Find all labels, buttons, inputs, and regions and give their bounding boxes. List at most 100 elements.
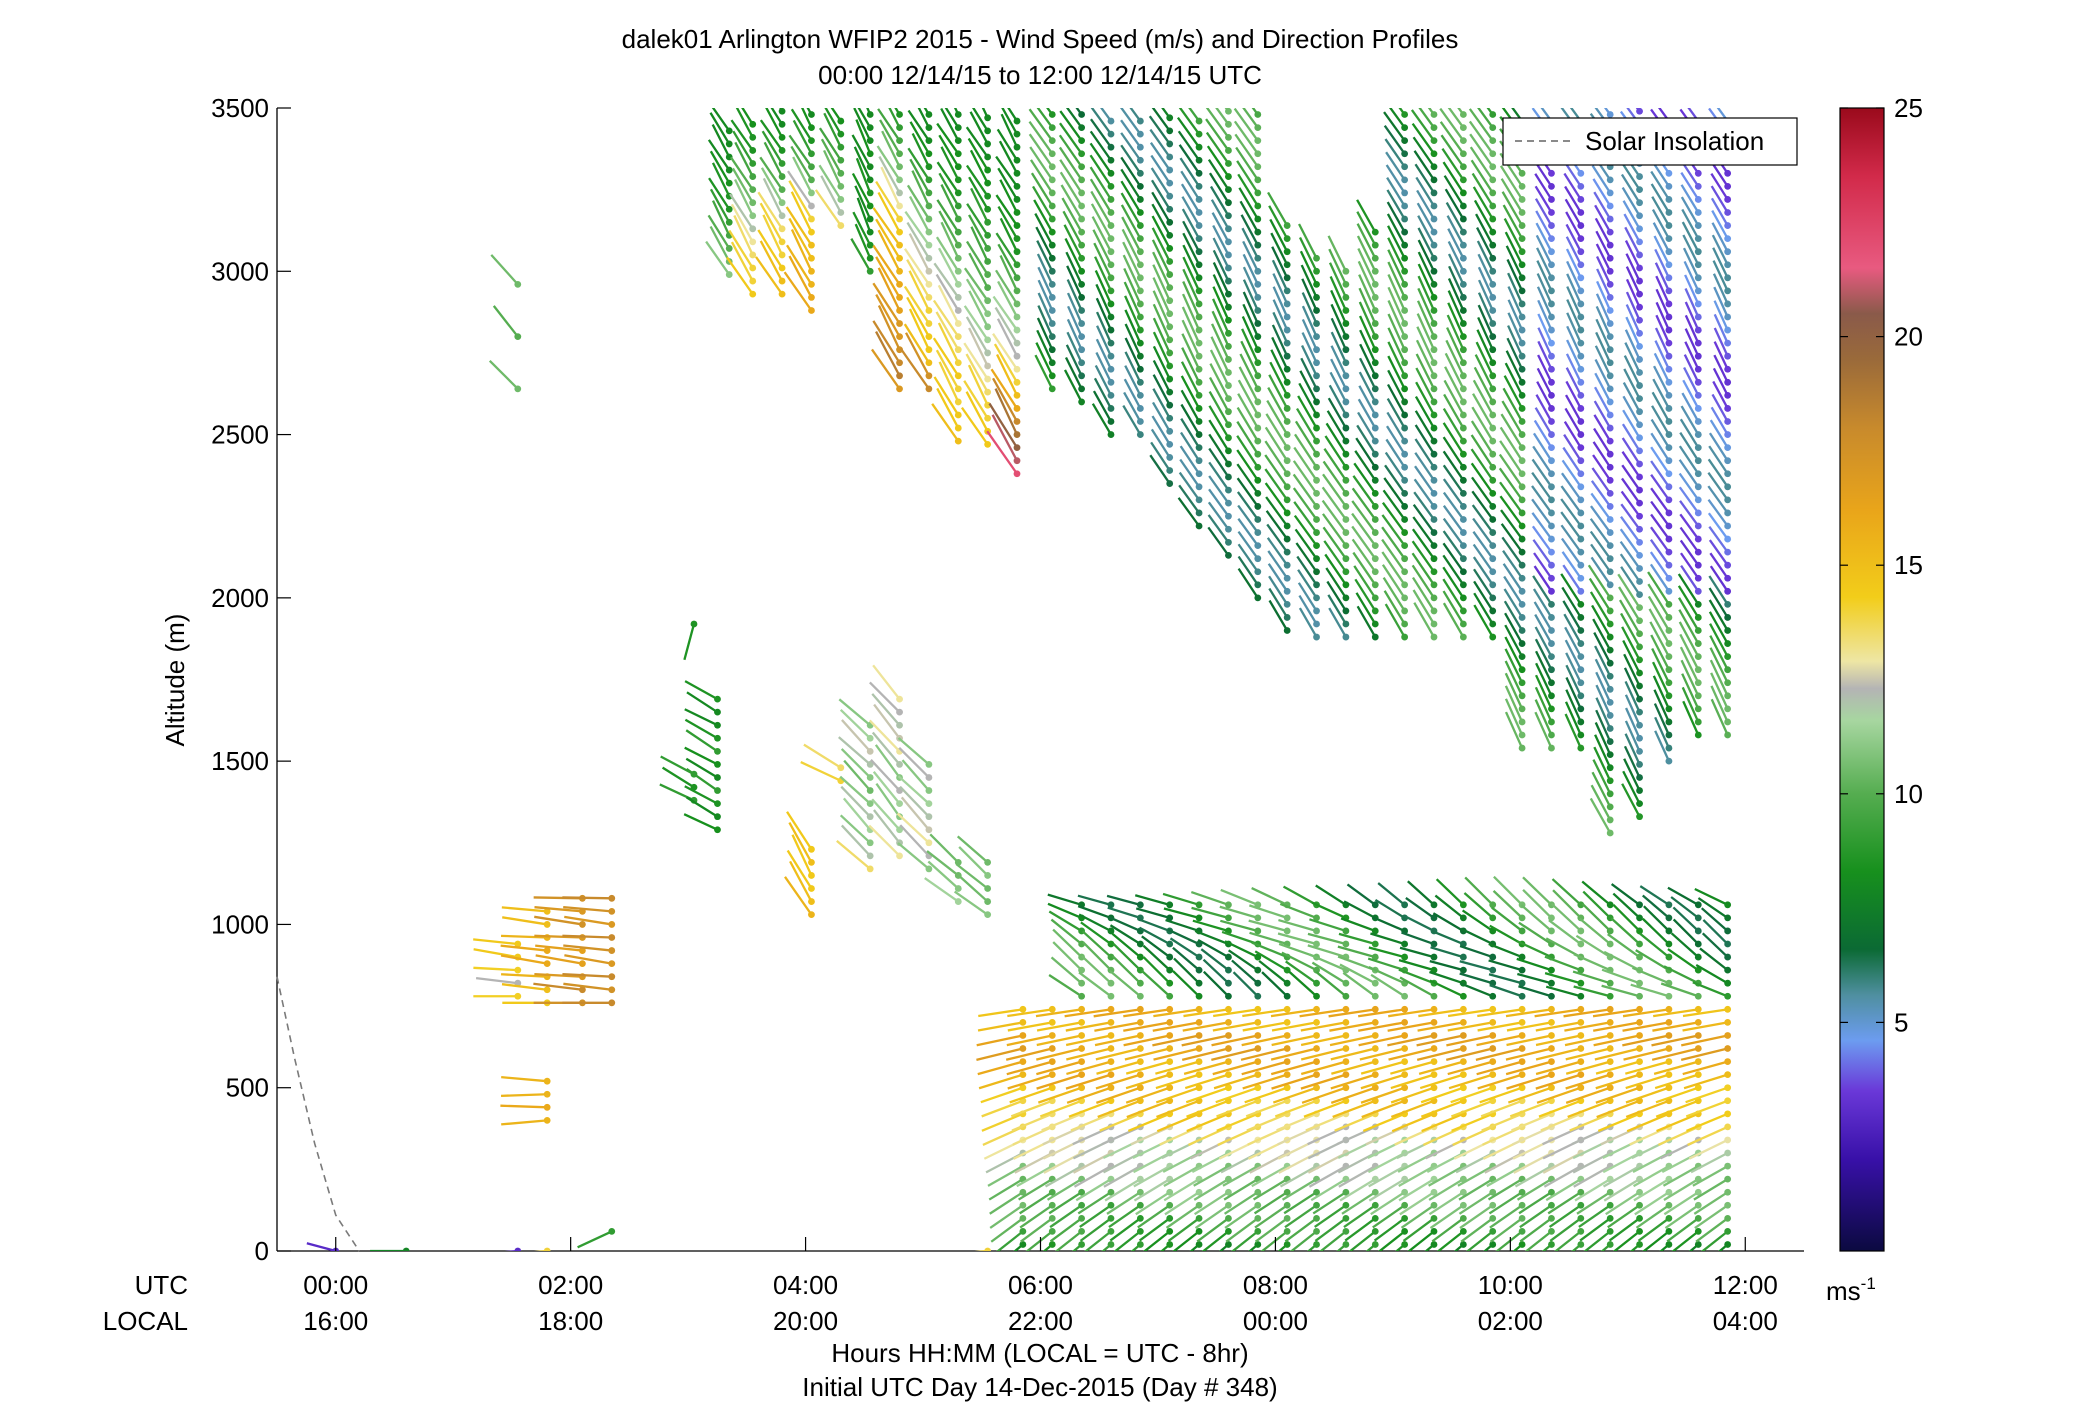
wind-barb-shaft	[1517, 972, 1552, 985]
wind-barb-point	[1371, 901, 1379, 909]
wind-barb-shaft	[1411, 122, 1435, 155]
wind-barb-shaft	[1177, 497, 1201, 527]
wind-barb-shaft	[1561, 459, 1582, 488]
wind-barb-point	[1342, 1241, 1350, 1248]
wind-barb-point	[1724, 666, 1732, 674]
wind-barb-point	[1254, 437, 1262, 445]
wind-barb-shaft	[1176, 116, 1201, 148]
wind-barb-shaft	[1181, 347, 1201, 383]
wind-barb-point	[1136, 992, 1144, 1000]
wind-barb-shaft	[909, 121, 930, 155]
wind-barb-point	[1459, 914, 1467, 922]
wind-barb-shaft	[1108, 1204, 1141, 1228]
wind-barb-point	[1577, 1084, 1585, 1092]
wind-barb-point	[1724, 339, 1732, 347]
wind-barb-shaft	[1064, 356, 1083, 390]
wind-barb-point	[1577, 391, 1585, 399]
wind-barb-shaft	[1477, 292, 1494, 325]
wind-barb-point	[1606, 979, 1614, 987]
wind-barb-point	[1013, 222, 1021, 229]
wind-barb-point	[1136, 248, 1144, 256]
wind-barb-point	[1459, 294, 1467, 301]
wind-barb-shaft	[1150, 428, 1171, 459]
wind-barb-shaft	[1246, 1112, 1288, 1132]
wind-barb-shaft	[897, 842, 930, 870]
wind-barb-shaft	[1427, 1165, 1464, 1187]
wind-barb-shaft	[1417, 251, 1436, 285]
wind-barb-point	[954, 241, 962, 249]
wind-barb-shaft	[1566, 273, 1582, 305]
wind-barb-shaft	[981, 108, 989, 119]
wind-barb-shaft	[1248, 919, 1288, 933]
wind-barb-point	[1489, 901, 1497, 909]
wind-barb-shaft	[684, 708, 718, 727]
wind-barb-point	[1636, 953, 1643, 961]
wind-barb-shaft	[1241, 227, 1259, 259]
wind-barb-shaft	[1124, 295, 1142, 331]
wind-barb-point	[1459, 450, 1467, 458]
wind-barb-shaft	[1395, 1243, 1406, 1251]
row-label-utc: UTC	[135, 1270, 188, 1300]
wind-barb-shaft	[1642, 1230, 1670, 1251]
wind-barb-shaft	[1151, 227, 1171, 263]
wind-barb-point	[1459, 254, 1467, 262]
wind-barb-shaft	[1603, 1178, 1641, 1202]
wind-barb-shaft	[1036, 253, 1054, 285]
wind-barb-shaft	[1470, 448, 1494, 481]
wind-barb-shaft	[968, 214, 989, 249]
wind-barb-shaft	[1092, 229, 1113, 266]
wind-barb-point	[1371, 424, 1379, 432]
wind-barb-point	[1013, 287, 1021, 295]
wind-barb-point	[1166, 1032, 1174, 1039]
wind-barb-point	[1430, 150, 1438, 158]
wind-barb-point	[1724, 627, 1732, 634]
wind-barb-shaft	[1181, 196, 1201, 227]
wind-barb-point	[837, 156, 845, 164]
wind-barb-point	[1078, 992, 1086, 1000]
wind-barb-shaft	[1688, 1138, 1729, 1160]
wind-barb-point	[1254, 529, 1262, 536]
wind-barb-point	[1195, 1084, 1203, 1092]
wind-barb-point	[1665, 705, 1673, 713]
wind-barb-point	[1013, 378, 1021, 386]
wind-barb-shaft	[490, 254, 519, 286]
wind-barb-point	[1107, 431, 1115, 438]
wind-barb-shaft	[1694, 887, 1729, 906]
wind-barb-shaft	[1035, 226, 1054, 259]
wind-barb-shaft	[1562, 564, 1582, 592]
wind-barb-point	[1195, 130, 1203, 138]
wind-barb-shaft	[1681, 392, 1700, 423]
wind-barb-point	[579, 921, 586, 928]
wind-barb-shaft	[1442, 566, 1465, 599]
wind-barb-point	[1694, 914, 1702, 922]
wind-barb-point	[725, 245, 733, 252]
wind-barb-point	[1313, 992, 1320, 1000]
wind-barb-point	[1342, 503, 1350, 510]
wind-barb-point	[1489, 294, 1497, 301]
wind-barb-shaft	[1355, 437, 1377, 468]
wind-barb-point	[1724, 1045, 1732, 1052]
wind-barb-point	[1665, 757, 1673, 765]
wind-barb-shaft	[1358, 315, 1377, 351]
wind-barb-shaft	[1516, 1178, 1553, 1201]
wind-barb-shaft	[1677, 573, 1700, 606]
wind-barb-shaft	[1120, 132, 1142, 161]
wind-barb-shaft	[1594, 722, 1612, 756]
wind-barb-shaft	[1151, 239, 1171, 276]
wind-barb-point	[1078, 320, 1086, 327]
wind-barb-shaft	[686, 796, 719, 818]
wind-barb-point	[1724, 653, 1732, 661]
wind-barb-shaft	[1059, 110, 1083, 142]
wind-barb-point	[1401, 620, 1409, 628]
wind-barb-shaft	[1169, 937, 1200, 959]
wind-barb-point	[1694, 444, 1702, 452]
wind-barb-point	[1107, 979, 1115, 987]
wind-barb-point	[1166, 1201, 1174, 1209]
wind-barb-point	[1430, 202, 1438, 210]
wind-barb-shaft	[1447, 240, 1465, 272]
wind-barb-point	[1254, 581, 1262, 589]
wind-barb-point	[1195, 470, 1203, 478]
wind-barb-point	[896, 189, 903, 197]
wind-barb-point	[1013, 470, 1021, 478]
wind-barb-shaft	[1712, 260, 1729, 292]
